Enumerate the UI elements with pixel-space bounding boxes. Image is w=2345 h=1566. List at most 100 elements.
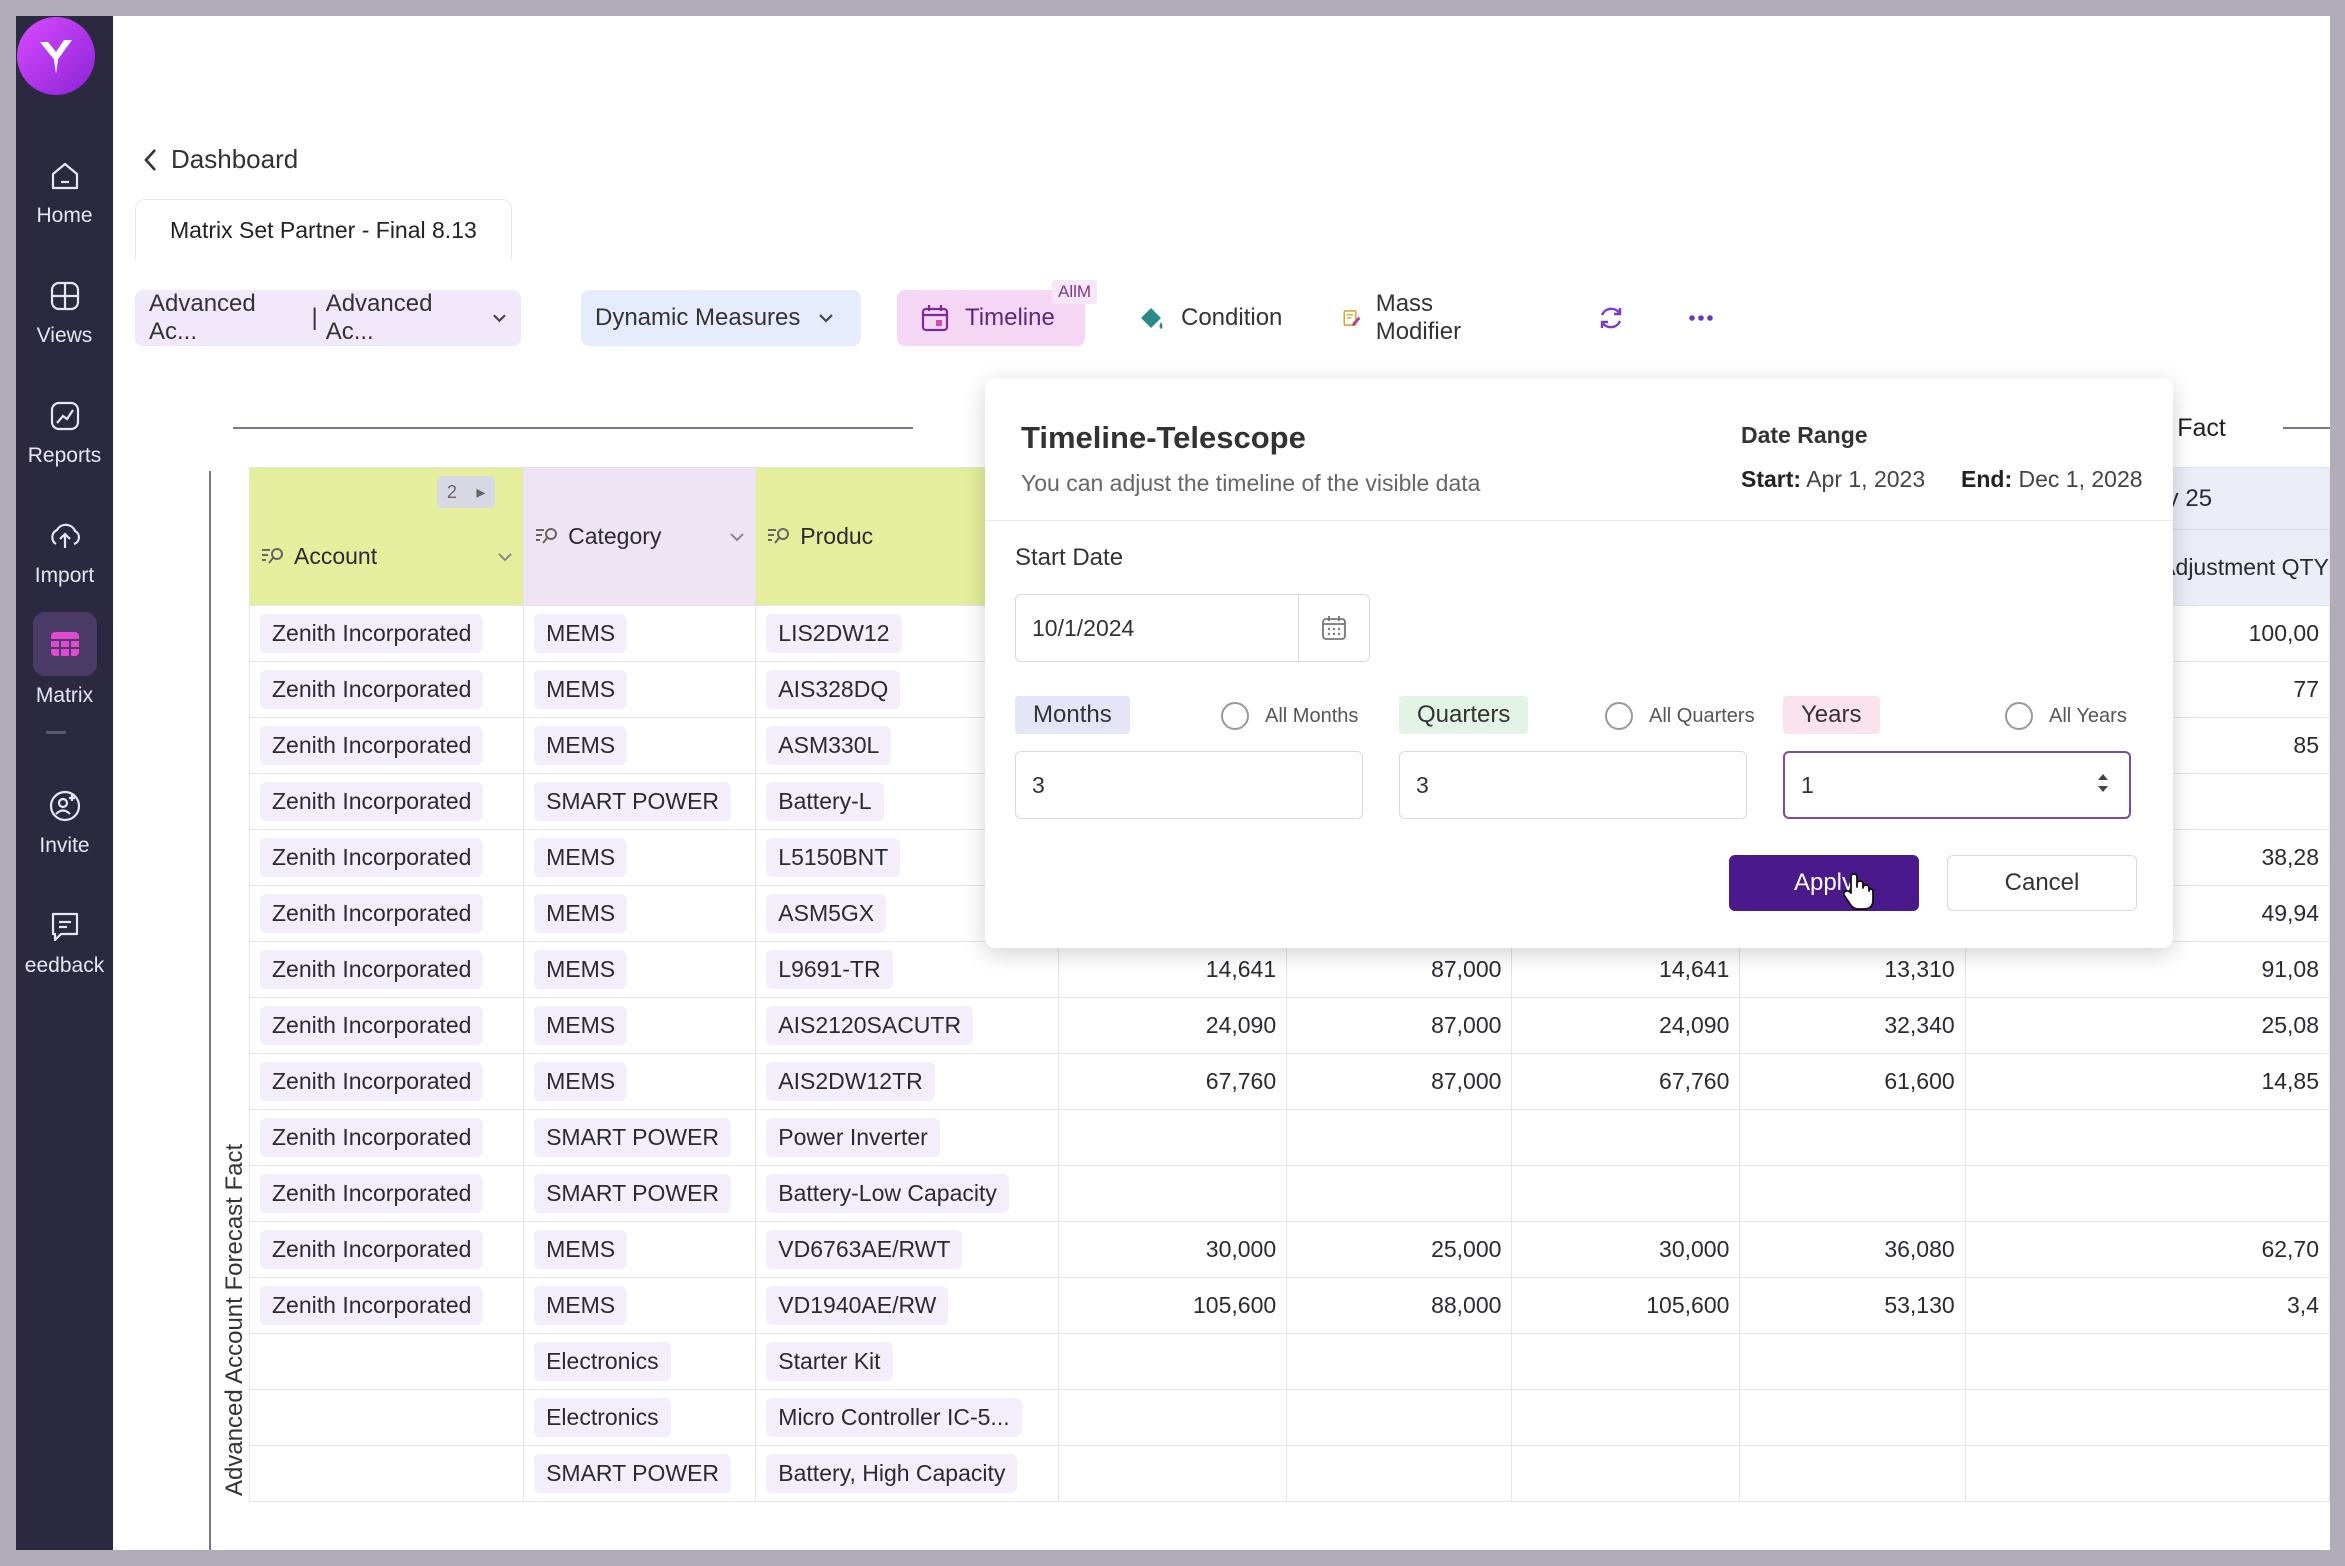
cell-account[interactable]: Zenith Incorporated — [248, 941, 525, 998]
cell-v2[interactable]: 25,000 — [1286, 1221, 1513, 1278]
cell-account[interactable]: Zenith Incorporated — [248, 661, 525, 718]
table-row[interactable]: Zenith Incorporated MEMS L9691-TR 14,641 87,… — [248, 941, 2330, 998]
number-stepper[interactable] — [2095, 771, 2111, 795]
cell-v5[interactable] — [1964, 1389, 2330, 1446]
cell-account[interactable]: Zenith Incorporated — [248, 1053, 525, 1110]
cell-v5[interactable] — [1964, 1165, 2330, 1222]
cell-account[interactable]: Zenith Incorporated — [248, 773, 525, 830]
years-input[interactable]: 1 — [1783, 751, 2131, 819]
cell-v1[interactable] — [1058, 1165, 1288, 1222]
table-row[interactable]: Zenith Incorporated MEMS VD1940AE/RW 105,60… — [248, 1277, 2330, 1334]
cell-account[interactable]: Zenith Incorporated — [248, 997, 525, 1054]
cell-v4[interactable] — [1739, 1109, 1966, 1166]
cell-account[interactable] — [248, 1445, 525, 1502]
cell-category[interactable]: MEMS — [523, 997, 757, 1054]
cell-v2[interactable] — [1286, 1165, 1513, 1222]
sidebar-item-views[interactable]: Views — [16, 276, 113, 348]
cell-v4[interactable]: 13,310 — [1739, 941, 1966, 998]
cell-v4[interactable] — [1739, 1165, 1966, 1222]
cell-v4[interactable] — [1739, 1389, 1966, 1446]
cell-category[interactable]: MEMS — [523, 885, 757, 942]
cell-account[interactable] — [248, 1389, 525, 1446]
cell-v1[interactable]: 14,641 — [1058, 941, 1288, 998]
cell-account[interactable]: Zenith Incorporated — [248, 885, 525, 942]
all-months-checkbox[interactable]: All Months — [1221, 702, 1358, 730]
cell-product[interactable]: VD1940AE/RW — [755, 1277, 1060, 1334]
cell-v4[interactable]: 61,600 — [1739, 1053, 1966, 1110]
all-years-checkbox[interactable]: All Years — [2005, 702, 2127, 730]
cell-product[interactable]: VD6763AE/RWT — [755, 1221, 1060, 1278]
cell-category[interactable]: MEMS — [523, 1221, 757, 1278]
cell-v4[interactable]: 32,340 — [1739, 997, 1966, 1054]
cell-account[interactable]: Zenith Incorporated — [248, 717, 525, 774]
cell-v4[interactable] — [1739, 1333, 1966, 1390]
cell-v2[interactable]: 87,000 — [1286, 997, 1513, 1054]
cell-product[interactable]: L9691-TR — [755, 941, 1060, 998]
condition-button[interactable]: Condition — [1115, 290, 1282, 346]
cell-v1[interactable]: 24,090 — [1058, 997, 1288, 1054]
quarters-input[interactable]: 3 — [1399, 751, 1747, 819]
table-row[interactable]: Electronics Micro Controller IC-5... — [248, 1389, 2330, 1446]
account-selector[interactable]: Advanced Ac... | Advanced Ac... — [135, 290, 521, 346]
sidebar-item-import[interactable]: Import — [16, 516, 113, 588]
cell-account[interactable]: Zenith Incorporated — [248, 1109, 525, 1166]
cell-v1[interactable]: 67,760 — [1058, 1053, 1288, 1110]
cell-v1[interactable] — [1058, 1333, 1288, 1390]
sidebar-item-reports[interactable]: Reports — [16, 396, 113, 468]
mass-modifier-button[interactable]: Mass Modifier — [1321, 290, 1472, 346]
cell-v5[interactable]: 91,08 — [1964, 941, 2330, 998]
table-row[interactable]: Zenith Incorporated SMART POWER Power Inve… — [248, 1109, 2330, 1166]
app-logo[interactable] — [17, 17, 95, 95]
cell-category[interactable]: Electronics — [523, 1333, 757, 1390]
more-options-button[interactable] — [1665, 290, 1731, 346]
cell-account[interactable] — [248, 1333, 525, 1390]
checkbox-box[interactable] — [1221, 702, 1249, 730]
table-row[interactable]: SMART POWER Battery, High Capacity — [248, 1445, 2330, 1502]
cell-v3[interactable] — [1511, 1389, 1741, 1446]
cell-v5[interactable]: 14,85 — [1964, 1053, 2330, 1110]
sidebar-item-home[interactable]: Home — [16, 156, 113, 228]
cell-product[interactable]: Micro Controller IC-5... — [755, 1389, 1060, 1446]
stepper-up-icon[interactable] — [2095, 771, 2111, 783]
dynamic-measures-dropdown[interactable]: Dynamic Measures — [581, 290, 861, 346]
cell-category[interactable]: MEMS — [523, 941, 757, 998]
sidebar-item-matrix[interactable]: Matrix — [16, 612, 113, 708]
cell-category[interactable]: MEMS — [523, 605, 757, 662]
cell-product[interactable]: Battery, High Capacity — [755, 1445, 1060, 1502]
cell-v3[interactable]: 24,090 — [1511, 997, 1741, 1054]
cell-product[interactable]: AIS2120SACUTR — [755, 997, 1060, 1054]
filter-search-icon[interactable] — [260, 546, 286, 568]
cell-v5[interactable] — [1964, 1109, 2330, 1166]
cell-product[interactable]: Starter Kit — [755, 1333, 1060, 1390]
cell-product[interactable]: AIS2DW12TR — [755, 1053, 1060, 1110]
apply-button[interactable]: Apply — [1729, 855, 1919, 911]
checkbox-box[interactable] — [2005, 702, 2033, 730]
cell-v2[interactable]: 88,000 — [1286, 1277, 1513, 1334]
chevron-down-icon[interactable] — [729, 531, 745, 543]
cell-v2[interactable] — [1286, 1333, 1513, 1390]
back-to-dashboard-link[interactable]: Dashboard — [141, 144, 298, 175]
cell-v1[interactable] — [1058, 1389, 1288, 1446]
column-header-category[interactable]: Category — [523, 467, 757, 606]
cell-product[interactable]: Battery-Low Capacity — [755, 1165, 1060, 1222]
cell-v1[interactable]: 105,600 — [1058, 1277, 1288, 1334]
cell-v2[interactable] — [1286, 1109, 1513, 1166]
cell-v3[interactable]: 105,600 — [1511, 1277, 1741, 1334]
cell-v2[interactable]: 87,000 — [1286, 1053, 1513, 1110]
cell-category[interactable]: MEMS — [523, 829, 757, 886]
chevron-down-icon[interactable] — [497, 551, 513, 563]
cell-v4[interactable] — [1739, 1445, 1966, 1502]
calendar-button[interactable] — [1299, 595, 1369, 661]
cell-category[interactable]: MEMS — [523, 661, 757, 718]
cell-category[interactable]: MEMS — [523, 1277, 757, 1334]
cell-v2[interactable]: 87,000 — [1286, 941, 1513, 998]
cell-v5[interactable] — [1964, 1445, 2330, 1502]
table-row[interactable]: Electronics Starter Kit — [248, 1333, 2330, 1390]
cell-account[interactable]: Zenith Incorporated — [248, 1165, 525, 1222]
cell-v4[interactable]: 53,130 — [1739, 1277, 1966, 1334]
cell-v4[interactable]: 36,080 — [1739, 1221, 1966, 1278]
column-header-account[interactable]: 2 ▸ Account — [248, 467, 525, 606]
cell-v1[interactable]: 30,000 — [1058, 1221, 1288, 1278]
checkbox-box[interactable] — [1605, 702, 1633, 730]
cell-v2[interactable] — [1286, 1445, 1513, 1502]
